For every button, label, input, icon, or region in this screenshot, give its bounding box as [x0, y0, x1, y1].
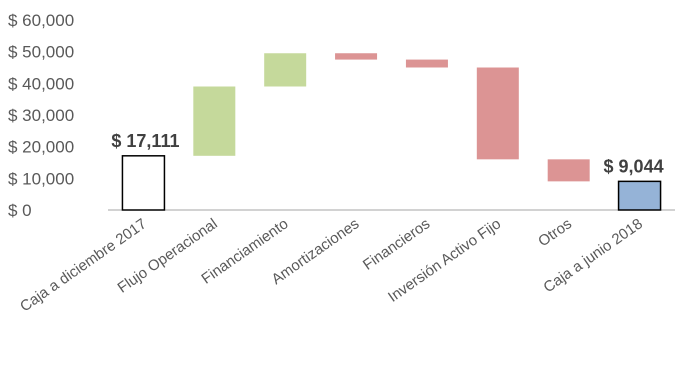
- y-tick-label: $ 30,000: [8, 106, 74, 125]
- y-axis: $ 0 $ 10,000 $ 20,000 $ 30,000 $ 40,000 $ 50,…: [8, 11, 74, 220]
- y-tick-label: $ 60,000: [8, 11, 74, 30]
- bar-total: [617, 180, 662, 211]
- bar-increase: [193, 86, 236, 156]
- y-tick-label: $ 40,000: [8, 74, 74, 93]
- y-tick-label: $ 20,000: [8, 138, 74, 157]
- bar-total: [121, 155, 166, 211]
- x-tick-label: Otros: [535, 215, 575, 250]
- y-tick-label: $ 10,000: [8, 169, 74, 188]
- y-tick-label: $ 0: [8, 201, 32, 220]
- y-tick-label: $ 50,000: [8, 43, 74, 62]
- bar-decrease: [335, 53, 378, 60]
- bars: [121, 53, 662, 211]
- data-labels: $ 17,111 $ 9,044: [111, 131, 663, 177]
- bar-increase: [264, 53, 307, 87]
- data-label: $ 9,044: [604, 156, 664, 176]
- bar-decrease: [547, 159, 590, 182]
- bar-decrease: [476, 67, 519, 160]
- data-label: $ 17,111: [111, 131, 179, 151]
- bar-decrease: [405, 59, 448, 68]
- x-tick-label: Caja a diciembre 2017: [17, 215, 150, 315]
